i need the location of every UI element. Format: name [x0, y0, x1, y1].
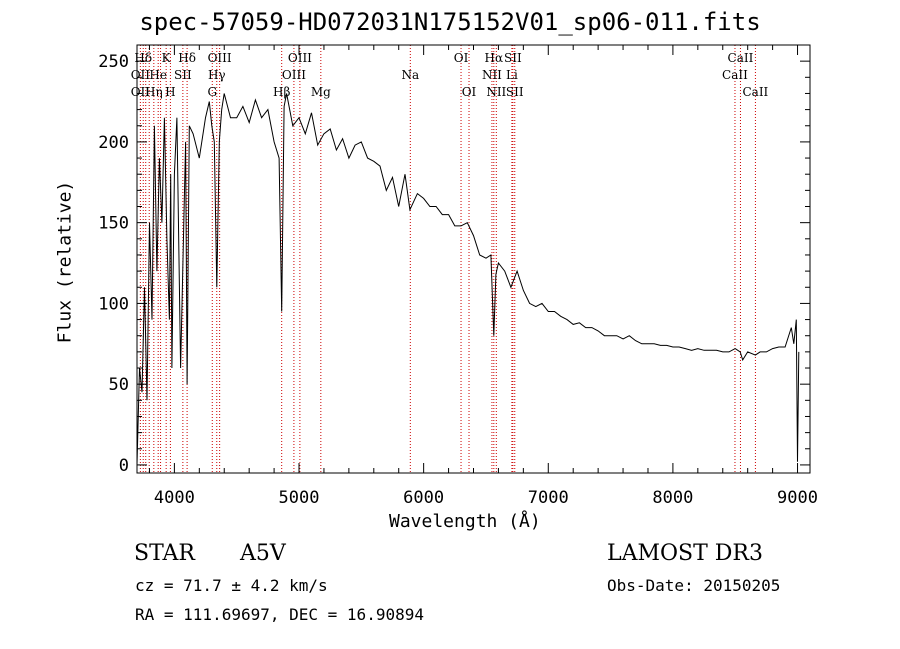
x-tick-label: 7000 [528, 488, 569, 508]
line-label: OII [131, 68, 151, 82]
line-label: He [149, 68, 167, 82]
spectral-subclass: A5V [240, 541, 286, 566]
y-tick-label: 250 [98, 52, 129, 72]
x-tick-label: 4000 [154, 488, 195, 508]
redshift-velocity: cz = 71.7 ± 4.2 km/s [135, 576, 328, 595]
line-label: CaII [742, 85, 768, 99]
line-label: Hη [145, 85, 163, 99]
line-label: SII [174, 68, 192, 82]
line-label: OI [462, 85, 477, 99]
y-axis-ticks: 0 50 100 150 200 250 [98, 52, 810, 476]
x-tick-label: 9000 [777, 488, 818, 508]
line-label: Na [401, 68, 419, 82]
line-label: G [207, 85, 217, 99]
survey-name: LAMOST DR3 [607, 541, 763, 566]
line-label: K [162, 51, 172, 65]
line-label: SII [506, 85, 524, 99]
line-label: SII [504, 51, 522, 65]
y-tick-label: 0 [119, 456, 129, 476]
spectrum-line [136, 93, 800, 465]
line-label: OII [131, 85, 151, 99]
y-tick-label: 150 [98, 214, 129, 234]
x-axis-label: Wavelength (Å) [389, 511, 541, 532]
plot-frame [136, 44, 811, 474]
line-label: OIII [282, 68, 306, 82]
line-label: CaII [722, 68, 748, 82]
x-tick-label: 5000 [279, 488, 320, 508]
x-tick-label: 6000 [403, 488, 444, 508]
line-label: OIII [208, 51, 232, 65]
line-label: Li [506, 68, 518, 82]
chart-title: spec-57059-HD072031N175152V01_sp06-011.f… [139, 8, 761, 36]
emission-line-markers [139, 45, 756, 473]
line-label: Hβ [273, 85, 290, 99]
x-axis-ticks: 4000 5000 6000 7000 8000 9000 [148, 45, 818, 508]
line-label: NII [482, 68, 502, 82]
x-tick-label: 8000 [652, 488, 693, 508]
coordinates: RA = 111.69697, DEC = 16.90894 [135, 605, 424, 624]
line-label: Hγ [208, 68, 226, 82]
line-label: OI [454, 51, 469, 65]
line-label: OIII [288, 51, 312, 65]
line-label: NII [486, 85, 506, 99]
line-label: Mg [311, 85, 331, 99]
line-label: Hα [485, 51, 504, 65]
y-tick-label: 100 [98, 294, 129, 314]
y-tick-label: 200 [98, 133, 129, 153]
y-axis-label: Flux (relative) [54, 180, 76, 344]
observation-date: Obs-Date: 20150205 [607, 576, 781, 595]
y-tick-label: 50 [109, 375, 129, 395]
object-type: STAR [134, 541, 195, 566]
line-label: Hδ [178, 51, 196, 65]
line-label: CaII [728, 51, 754, 65]
line-label: H [165, 85, 175, 99]
